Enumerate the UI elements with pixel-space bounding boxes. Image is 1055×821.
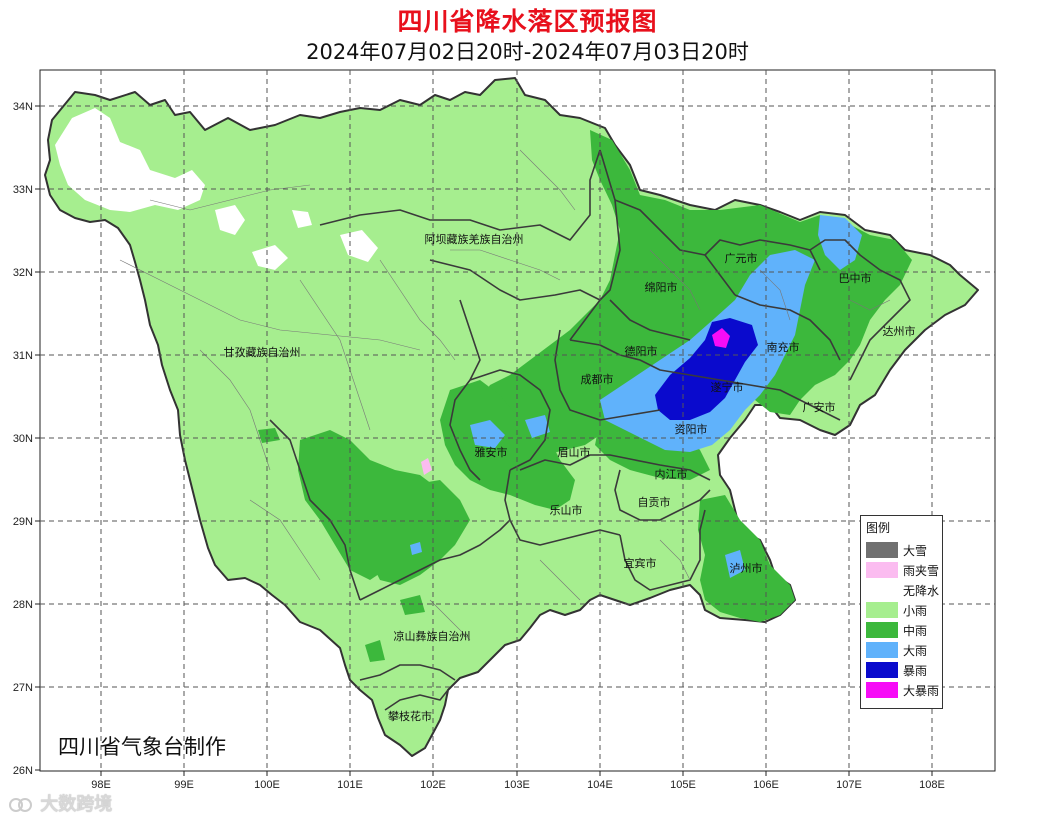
legend-swatch bbox=[866, 602, 898, 618]
legend-item: 中雨 bbox=[866, 621, 942, 639]
legend-label: 无降水 bbox=[903, 584, 940, 598]
legend-label: 雨夹雪 bbox=[903, 564, 940, 578]
lat-label: 27N bbox=[13, 682, 33, 694]
lon-label: 103E bbox=[504, 779, 530, 791]
lat-label: 31N bbox=[13, 350, 33, 362]
region-label-guangyuan: 广元市 bbox=[725, 251, 758, 265]
lon-label: 104E bbox=[587, 779, 613, 791]
legend-label: 暴雨 bbox=[903, 664, 928, 678]
heavy-rain-ne bbox=[818, 215, 862, 270]
region-label-bazhong: 巴中市 bbox=[839, 271, 872, 285]
lon-label: 102E bbox=[420, 779, 446, 791]
region-label-yibin: 宜宾市 bbox=[624, 556, 657, 570]
heavy-rain-w2 bbox=[525, 415, 550, 438]
region-label-mianyang: 绵阳市 bbox=[645, 280, 678, 294]
legend-label: 中雨 bbox=[903, 624, 928, 638]
legend-item: 大雪 bbox=[866, 541, 942, 559]
lat-label: 26N bbox=[13, 765, 33, 777]
graticule bbox=[40, 70, 995, 771]
lon-label: 98E bbox=[91, 779, 111, 791]
legend-swatch bbox=[866, 542, 898, 558]
moderate-rain-central bbox=[440, 380, 575, 510]
region-label-neijiang: 内江市 bbox=[655, 467, 688, 481]
legend-swatch bbox=[866, 582, 898, 598]
lat-label: 33N bbox=[13, 184, 33, 196]
legend-label: 大雪 bbox=[903, 544, 928, 558]
legend: 图例 大雪雨夹雪无降水小雨中雨大雨暴雨大暴雨 bbox=[860, 515, 943, 709]
legend-swatch bbox=[866, 642, 898, 658]
legend-label: 大暴雨 bbox=[903, 684, 940, 698]
legend-swatch bbox=[866, 562, 898, 578]
credit-text: 四川省气象台制作 bbox=[58, 735, 226, 759]
legend-label: 小雨 bbox=[903, 604, 928, 618]
legend-item: 小雨 bbox=[866, 601, 942, 619]
heavy-rain-dot bbox=[410, 542, 422, 555]
map-subtitle: 2024年07月02日20时-2024年07月03日20时 bbox=[306, 40, 749, 64]
region-label-luzhou: 泸州市 bbox=[730, 561, 763, 575]
watermark: 大数跨境 bbox=[8, 790, 112, 816]
legend-swatch bbox=[866, 662, 898, 678]
county-lines bbox=[119, 149, 891, 641]
region-label-suining: 遂宁市 bbox=[711, 380, 744, 394]
no-rain-zone-3 bbox=[252, 245, 288, 270]
heavy-rain-w bbox=[470, 420, 505, 448]
heavy-rainstorm-zone bbox=[712, 328, 730, 348]
province-shape bbox=[44, 77, 979, 757]
legend-title: 图例 bbox=[866, 521, 891, 535]
region-label-ganzi: 甘孜藏族自治州 bbox=[224, 345, 301, 359]
legend-item: 大暴雨 bbox=[866, 681, 942, 699]
region-label-nanchong: 南充市 bbox=[767, 340, 800, 354]
region-label-aba: 阿坝藏族羌族自治州 bbox=[425, 232, 524, 246]
watermark-text: 大数跨境 bbox=[40, 794, 113, 815]
legend-item: 暴雨 bbox=[866, 661, 942, 679]
moderate-rain-north bbox=[465, 130, 912, 462]
no-rain-zone-5 bbox=[292, 210, 312, 228]
sleet-zone bbox=[421, 458, 432, 475]
prefecture-boundaries bbox=[269, 149, 911, 711]
heavy-rain-s bbox=[725, 550, 745, 578]
moderate-rain-patch-c bbox=[400, 595, 425, 615]
moderate-rain-patch-b bbox=[365, 640, 385, 662]
map-title: 四川省降水落区预报图 bbox=[397, 7, 658, 36]
region-label-dazhou: 达州市 bbox=[883, 324, 916, 338]
rainstorm-zone bbox=[655, 318, 758, 420]
lon-label: 100E bbox=[254, 779, 280, 791]
legend-label: 大雨 bbox=[903, 644, 928, 658]
legend-swatch bbox=[866, 682, 898, 698]
lon-label: 107E bbox=[836, 779, 862, 791]
region-label-yaan: 雅安市 bbox=[475, 445, 508, 459]
legend-item: 大雨 bbox=[866, 641, 942, 659]
lon-label: 101E bbox=[337, 779, 363, 791]
legend-item: 无降水 bbox=[866, 581, 942, 599]
region-label-deyang: 德阳市 bbox=[625, 344, 658, 358]
lat-label: 29N bbox=[13, 516, 33, 528]
no-rain-zone-nw bbox=[55, 108, 205, 212]
region-label-meishan: 眉山市 bbox=[558, 445, 591, 459]
legend-item: 雨夹雪 bbox=[866, 561, 942, 579]
legend-swatch bbox=[866, 622, 898, 638]
watermark-logo-icon bbox=[9, 798, 32, 812]
lon-label: 99E bbox=[174, 779, 194, 791]
axis-ticks bbox=[35, 105, 933, 776]
lon-label: 105E bbox=[670, 779, 696, 791]
moderate-rain-patch-a bbox=[258, 428, 280, 443]
no-rain-zone-2 bbox=[215, 205, 245, 235]
region-label-ziyang: 资阳市 bbox=[675, 422, 708, 436]
lat-label: 34N bbox=[13, 101, 33, 113]
lat-label: 28N bbox=[13, 599, 33, 611]
moderate-rain-south bbox=[698, 495, 795, 622]
region-label-panzhihua: 攀枝花市 bbox=[388, 709, 432, 723]
lon-label: 106E bbox=[753, 779, 779, 791]
lon-label: 108E bbox=[919, 779, 945, 791]
region-label-chengdu: 成都市 bbox=[581, 372, 614, 386]
region-label-zigong: 自贡市 bbox=[638, 495, 671, 509]
region-label-guangan: 广安市 bbox=[803, 400, 836, 414]
moderate-rain-sw bbox=[370, 480, 470, 585]
region-label-liangshan: 凉山彝族自治州 bbox=[394, 629, 471, 643]
region-label-leshan: 乐山市 bbox=[550, 503, 583, 517]
lat-label: 30N bbox=[13, 433, 33, 445]
lat-label: 32N bbox=[13, 267, 33, 279]
